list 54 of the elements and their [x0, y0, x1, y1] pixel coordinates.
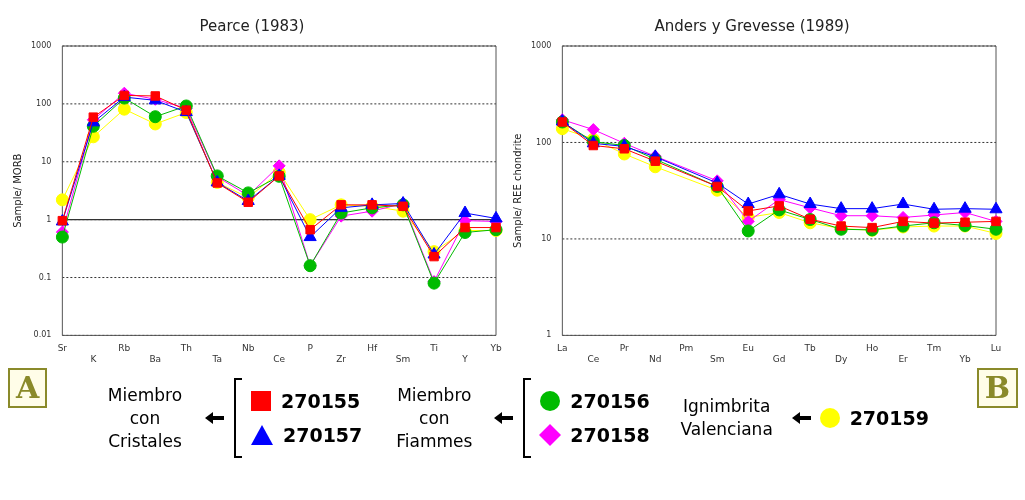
- x-tick-label: La: [557, 343, 568, 354]
- x-tick-label: Tb: [803, 343, 817, 354]
- x-tick-label: Lu: [990, 343, 1002, 354]
- y-tick-label: 1: [46, 214, 52, 224]
- chart-title: Pearce (1983): [199, 16, 305, 35]
- y-tick-label: 1000: [31, 41, 52, 51]
- legend-label: 270155: [280, 390, 361, 412]
- x-tick-label: Ta: [211, 353, 222, 364]
- x-tick-label: Sm: [709, 353, 725, 364]
- y-tick-label: 1000: [531, 41, 552, 51]
- x-tick-label: Ti: [429, 343, 438, 354]
- x-tick-label: Ho: [865, 343, 879, 354]
- y-tick-label: 100: [36, 98, 52, 108]
- x-tick-label: Pm: [679, 343, 694, 354]
- legend-label: 270156: [570, 390, 650, 412]
- x-tick-label: Sm: [395, 353, 411, 364]
- x-tick-label: Dy: [835, 353, 848, 364]
- y-tick-label: 0.01: [33, 330, 52, 340]
- y-tick-label: 10: [541, 234, 552, 244]
- x-tick-label: Rb: [118, 343, 131, 354]
- x-tick-label: Nb: [241, 343, 255, 354]
- x-tick-label: K: [90, 353, 98, 364]
- y-tick-label: 10: [41, 156, 52, 166]
- y-tick-label: 1: [546, 330, 552, 340]
- text: Miembro con Fiammes: [395, 383, 474, 453]
- legend-label: 270159: [849, 407, 929, 429]
- text: Ignimbrita Valenciana: [679, 395, 774, 441]
- y-axis-title: Sample/ MORB: [11, 153, 23, 228]
- x-tick-label: Yb: [958, 353, 971, 364]
- x-tick-label: Ce: [587, 353, 600, 364]
- x-tick-label: Eu: [742, 343, 754, 354]
- x-tick-label: Y: [461, 353, 469, 364]
- text: A: [8, 368, 48, 408]
- y-tick-label: 0.1: [38, 272, 52, 282]
- x-tick-label: Sr: [57, 343, 68, 354]
- x-tick-label: Tm: [925, 343, 942, 354]
- x-tick-label: Hf: [367, 343, 378, 354]
- text: B: [976, 368, 1018, 408]
- y-axis-title: Sample/ REE chondrite: [511, 133, 523, 248]
- y-tick-label: 100: [536, 137, 552, 147]
- x-tick-label: Nd: [649, 353, 662, 364]
- x-tick-label: Th: [179, 343, 192, 354]
- x-tick-label: P: [307, 343, 314, 354]
- x-tick-label: Er: [898, 353, 909, 364]
- x-tick-label: Gd: [772, 353, 786, 364]
- x-tick-label: Yb: [489, 343, 502, 354]
- text: Miembro con Cristales: [106, 383, 184, 453]
- x-tick-label: Ce: [273, 353, 286, 364]
- chart-title: Anders y Grevesse (1989): [654, 16, 850, 35]
- x-tick-label: Pr: [619, 343, 630, 354]
- x-tick-label: Ba: [149, 353, 162, 364]
- x-tick-label: Zr: [336, 353, 347, 364]
- legend-label: 270157: [282, 424, 363, 446]
- legend-label: 270158: [570, 424, 650, 446]
